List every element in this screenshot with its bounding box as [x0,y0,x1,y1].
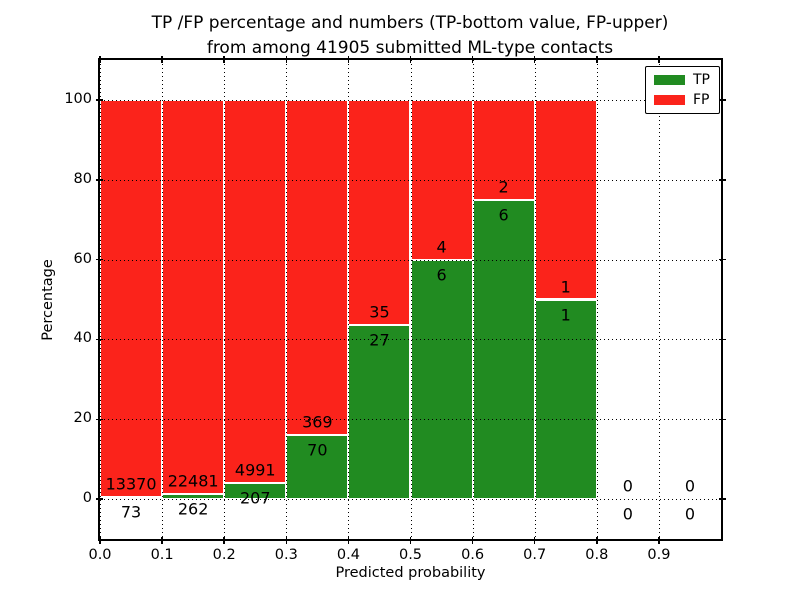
legend-label-fp: FP [693,92,710,108]
chart-title-line2: from among 41905 submitted ML-type conta… [206,37,614,58]
y-tick-label: 100 [64,90,92,107]
chart-title: TP /FP percentage and numbers (TP-bottom… [60,11,760,60]
y-tick-label: 20 [73,410,92,427]
x-axis-label: Predicted probability [335,565,486,581]
y-tick-label: 80 [73,170,92,187]
legend-label-tp: TP [693,72,710,88]
x-tick-label: 0.9 [647,547,671,563]
x-tick-label: 0.1 [150,547,174,563]
legend: TP FP [645,66,720,114]
legend-item-tp: TP [654,73,710,87]
fp-color-swatch [654,95,685,105]
x-tick-label: 0.4 [336,547,360,563]
y-tick-label: 0 [82,490,92,507]
x-tick-label: 0.6 [461,547,485,563]
x-tick-label: 0.7 [523,547,547,563]
x-tick-label: 0.0 [88,547,112,563]
x-tick-label: 0.8 [585,547,609,563]
y-axis-label: Percentage [40,259,56,341]
chart-title-line1: TP /FP percentage and numbers (TP-bottom… [151,13,669,33]
x-tick-label: 0.3 [274,547,298,563]
x-tick-label: 0.5 [398,547,423,563]
x-tick-label: 0.2 [212,547,236,563]
legend-item-fp: FP [654,93,710,107]
tp-color-swatch [654,75,685,85]
plot-frame [98,58,723,541]
